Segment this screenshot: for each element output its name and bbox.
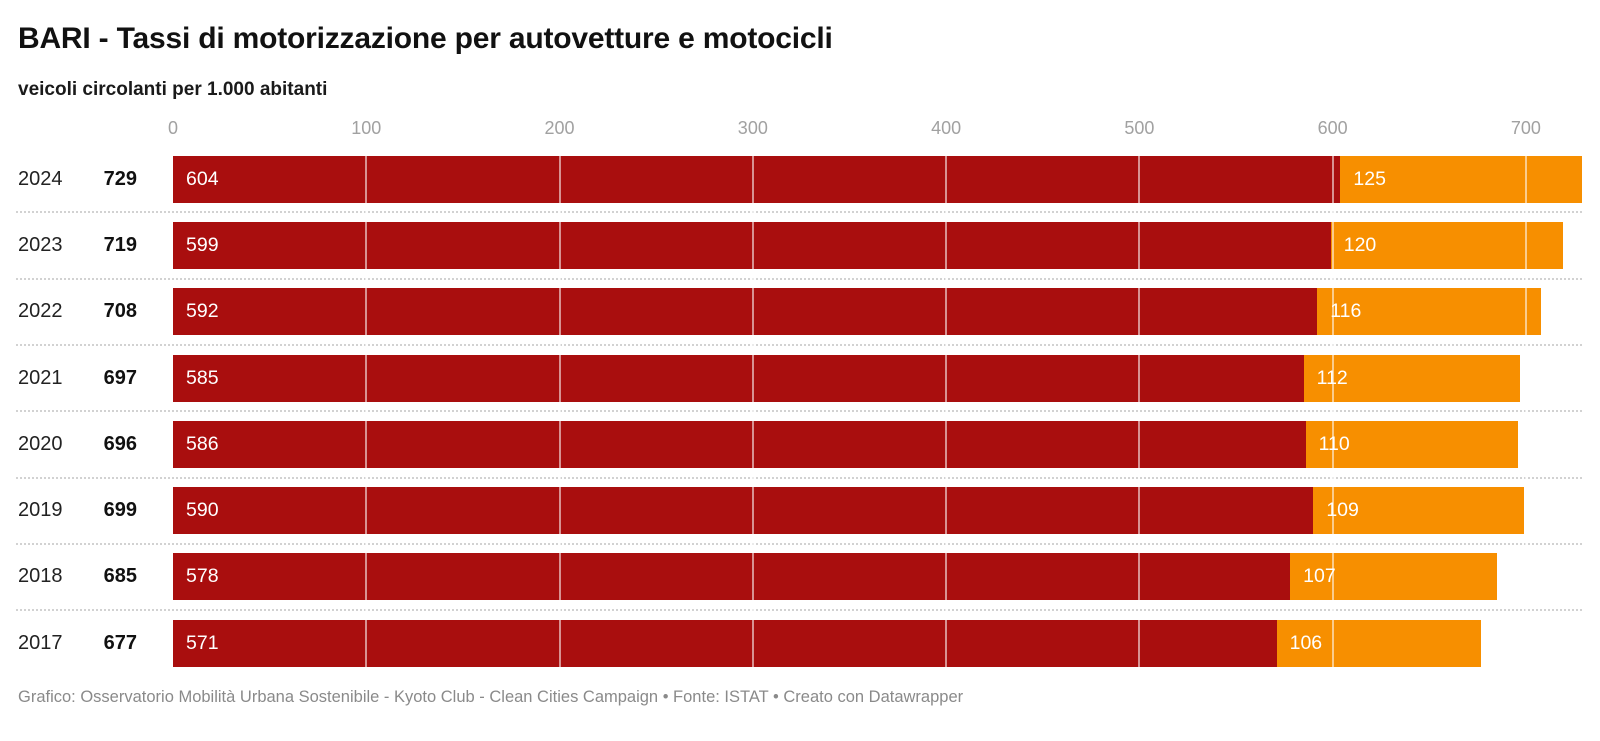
bar-segment-autovetture: 599 xyxy=(173,221,1331,269)
row-year-label: 2021 xyxy=(18,366,63,389)
row-total-label: 708 xyxy=(103,300,137,323)
row-year-label: 2020 xyxy=(18,432,63,455)
row-total-label: 677 xyxy=(103,631,137,654)
bar-value-label: 116 xyxy=(1330,300,1362,323)
bar-segment-motocicli: 109 xyxy=(1313,487,1524,535)
bar-track: 604 125 xyxy=(173,155,1582,203)
bar-segment-motocicli: 107 xyxy=(1290,553,1497,601)
chart-row: 2021 697 585 112 xyxy=(0,345,1600,411)
bar-track: 590 109 xyxy=(173,487,1582,535)
bar-segment-motocicli: 116 xyxy=(1317,288,1542,336)
row-year-label: 2023 xyxy=(18,233,63,256)
x-axis-tick: 300 xyxy=(737,118,768,138)
row-total-label: 697 xyxy=(103,366,137,389)
row-year-label: 2019 xyxy=(18,499,63,522)
row-separator xyxy=(16,609,1582,612)
bar-segment-motocicli: 110 xyxy=(1305,420,1519,468)
row-year-label: 2022 xyxy=(18,300,63,323)
row-labels: 2024 729 xyxy=(0,168,173,191)
chart-footer: Grafico: Osservatorio Mobilità Urbana So… xyxy=(18,688,964,706)
row-year-label: 2017 xyxy=(18,631,63,654)
chart-row: 2020 696 586 110 xyxy=(0,411,1600,477)
row-separator xyxy=(16,476,1582,479)
bar-value-label: 107 xyxy=(1303,565,1336,588)
row-separator xyxy=(16,410,1582,413)
row-labels: 2018 685 xyxy=(0,565,173,588)
bar-value-label: 120 xyxy=(1343,233,1377,256)
bar-track: 585 112 xyxy=(173,354,1582,402)
row-total-label: 729 xyxy=(103,167,137,190)
bar-track: 599 120 xyxy=(173,221,1582,269)
row-separator xyxy=(16,343,1582,346)
row-separator xyxy=(16,277,1582,280)
bar-segment-autovetture: 592 xyxy=(173,288,1318,336)
x-axis-tick: 0 xyxy=(167,118,179,138)
row-separator xyxy=(16,211,1582,214)
bar-value-label: 109 xyxy=(1326,499,1359,522)
bar-segment-autovetture: 585 xyxy=(173,354,1304,402)
row-year-label: 2018 xyxy=(18,565,63,588)
bar-value-label: 592 xyxy=(186,300,219,323)
chart-row: 2019 699 590 109 xyxy=(0,478,1600,544)
chart-row: 2022 708 592 116 xyxy=(0,279,1600,345)
x-axis-tick: 700 xyxy=(1510,118,1541,138)
row-total-label: 699 xyxy=(103,499,137,522)
bar-value-label: 571 xyxy=(186,631,219,654)
bar-value-label: 125 xyxy=(1353,167,1386,190)
row-year-label: 2024 xyxy=(18,167,63,190)
plot-area: 2024 729 604 125 2023 719 599 120 2022 708 592 116 2… xyxy=(0,146,1600,677)
bar-value-label: 590 xyxy=(186,499,219,522)
row-separator xyxy=(16,542,1582,545)
x-axis-tick: 500 xyxy=(1124,118,1155,138)
bar-value-label: 585 xyxy=(186,366,219,389)
row-total-label: 696 xyxy=(103,432,137,455)
row-labels: 2022 708 xyxy=(0,300,173,323)
chart-row: 2024 729 604 125 xyxy=(0,146,1600,212)
chart-title: BARI - Tassi di motorizzazione per autov… xyxy=(18,22,833,55)
row-labels: 2019 699 xyxy=(0,499,173,522)
bar-segment-motocicli: 112 xyxy=(1303,354,1521,402)
bar-value-label: 110 xyxy=(1318,432,1350,455)
x-axis-tick: 400 xyxy=(931,118,962,138)
bar-segment-autovetture: 578 xyxy=(173,553,1291,601)
bar-value-label: 599 xyxy=(186,233,219,256)
chart-subtitle: veicoli circolanti per 1.000 abitanti xyxy=(18,79,328,100)
bar-segment-autovetture: 604 xyxy=(173,155,1341,203)
bar-segment-motocicli: 120 xyxy=(1330,221,1563,269)
row-labels: 2020 696 xyxy=(0,433,173,456)
x-axis: 0 100 200 300 400 500 600 700 xyxy=(0,118,1600,144)
bar-value-label: 112 xyxy=(1316,366,1348,389)
row-labels: 2023 719 xyxy=(0,234,173,257)
x-axis-tick: 600 xyxy=(1317,118,1348,138)
bar-value-label: 106 xyxy=(1289,631,1323,654)
bar-track: 571 106 xyxy=(173,619,1582,667)
x-axis-tick: 100 xyxy=(351,118,382,138)
row-total-label: 685 xyxy=(103,565,137,588)
bar-value-label: 604 xyxy=(186,167,219,190)
bar-segment-motocicli: 125 xyxy=(1340,155,1582,203)
chart-row: 2017 677 571 106 xyxy=(0,610,1600,676)
bar-segment-motocicli: 106 xyxy=(1276,619,1482,667)
x-axis-tick: 200 xyxy=(544,118,575,138)
chart-row: 2023 719 599 120 xyxy=(0,212,1600,278)
bar-track: 578 107 xyxy=(173,553,1582,601)
chart-row: 2018 685 578 107 xyxy=(0,544,1600,610)
row-total-label: 719 xyxy=(103,233,137,256)
row-labels: 2017 677 xyxy=(0,632,173,655)
bar-segment-autovetture: 590 xyxy=(173,487,1314,535)
bar-value-label: 586 xyxy=(186,432,219,455)
bar-segment-autovetture: 586 xyxy=(173,420,1306,468)
bar-value-label: 578 xyxy=(186,565,219,588)
row-labels: 2021 697 xyxy=(0,367,173,390)
bar-segment-autovetture: 571 xyxy=(173,619,1277,667)
bar-track: 586 110 xyxy=(173,420,1582,468)
bar-track: 592 116 xyxy=(173,288,1582,336)
